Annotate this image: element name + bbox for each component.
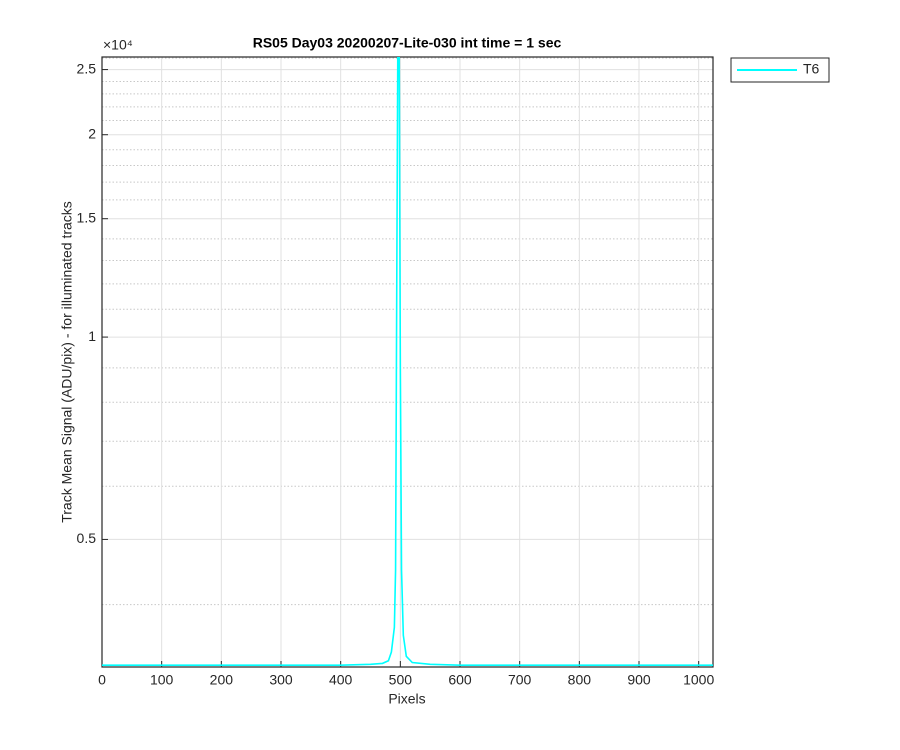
x-tick-label: 400	[329, 672, 353, 688]
x-tick-label: 200	[210, 672, 234, 688]
y-tick-label: 2.5	[77, 60, 97, 76]
data-line	[102, 57, 713, 666]
y-tick-label: 1	[88, 328, 96, 344]
chart-title: RS05 Day03 20200207-Lite-030 int time = …	[253, 35, 562, 51]
x-tick-label: 300	[269, 672, 293, 688]
x-tick-label: 900	[627, 672, 651, 688]
x-tick-label: 0	[98, 672, 106, 688]
x-tick-label: 100	[150, 672, 174, 688]
y-tick-label: 2	[88, 125, 96, 141]
y-axis-label: Track Mean Signal (ADU/pix) - for illumi…	[59, 201, 75, 523]
axes-box	[101, 56, 714, 668]
y-exponent: ×10⁴	[103, 37, 133, 53]
plot-area	[102, 57, 713, 667]
y-tick-label: 1.5	[77, 209, 97, 225]
y-tick-label: 0.5	[77, 530, 97, 546]
series-group	[102, 57, 713, 666]
x-tick-label: 600	[448, 672, 472, 688]
x-tick-label: 1000	[683, 672, 714, 688]
x-tick-label: 500	[389, 672, 413, 688]
x-axis-label: Pixels	[388, 691, 425, 707]
x-tick-label: 800	[568, 672, 592, 688]
legend-label: T6	[803, 61, 820, 77]
x-tick-label: 700	[508, 672, 532, 688]
